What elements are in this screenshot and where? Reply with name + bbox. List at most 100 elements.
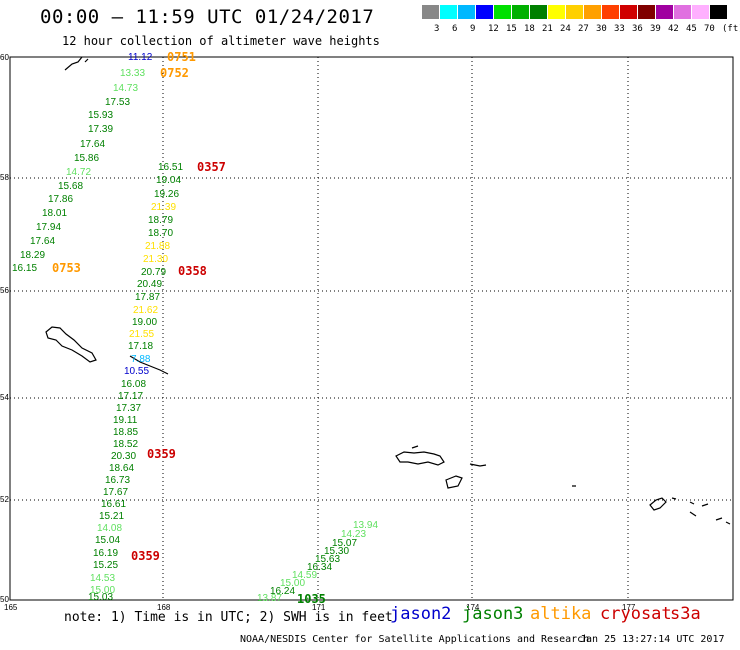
wave-height-value: 11.12 xyxy=(128,52,153,63)
island-group-east xyxy=(649,497,731,525)
wave-height-value: 19.00 xyxy=(132,317,157,328)
wave-height-value: 15.63 xyxy=(315,554,340,565)
latitude-label: 54 xyxy=(0,393,9,402)
longitude-label: 171 xyxy=(312,603,326,612)
coastlines xyxy=(45,56,731,525)
wave-height-value: 18.01 xyxy=(42,208,67,219)
wave-height-value: 16.34 xyxy=(307,562,332,573)
wave-height-value: 16.61 xyxy=(101,499,126,510)
map-gridlines xyxy=(10,56,733,600)
latitude-label: 52 xyxy=(0,495,9,504)
longitude-label: 174 xyxy=(466,603,480,612)
wave-height-value: 15.30 xyxy=(324,546,349,557)
wave-height-value: 14.59 xyxy=(292,570,317,581)
scale-label: 70 xyxy=(704,24,715,34)
wave-height-value: 13.94 xyxy=(353,520,378,531)
scale-swatch xyxy=(458,5,475,19)
wave-height-value: 17.39 xyxy=(88,124,113,135)
wave-height-value: 17.37 xyxy=(116,403,141,414)
latitude-label: 58 xyxy=(0,173,9,182)
footer-note: note: 1) Time is in UTC; 2) SWH is in fe… xyxy=(64,610,393,625)
scale-label: 42 xyxy=(668,24,679,34)
wave-height-value: 14.08 xyxy=(97,523,122,534)
scale-label: 6 xyxy=(452,24,458,34)
wave-height-value: 18.79 xyxy=(148,215,173,226)
wave-height-value: 17.64 xyxy=(80,139,105,150)
wave-height-value: 20.30 xyxy=(111,451,136,462)
pass-time-label: 0751 xyxy=(167,50,196,64)
pass-time-label: 0357 xyxy=(197,160,226,174)
wave-height-value: 13.87 xyxy=(257,593,282,604)
wave-height-value: 20.49 xyxy=(137,279,162,290)
wave-height-value: 15.07 xyxy=(332,538,357,549)
latitude-label: 60 xyxy=(0,53,9,62)
generated-timestamp: Jan 25 13:27:14 UTC 2017 xyxy=(580,634,725,645)
wave-height-value: 14.53 xyxy=(90,573,115,584)
wave-height-value: 19.26 xyxy=(154,189,179,200)
wave-height-value: 15.03 xyxy=(88,592,113,603)
wave-height-value: 17.86 xyxy=(48,194,73,205)
wave-height-value: 15.21 xyxy=(99,511,124,522)
wave-height-value: 16.08 xyxy=(121,379,146,390)
wave-height-value: 15.68 xyxy=(58,181,83,192)
scale-label: 24 xyxy=(560,24,571,34)
pass-time-label: 0753 xyxy=(52,261,81,275)
wave-height-value: 18.70 xyxy=(148,228,173,239)
scale-swatch xyxy=(530,5,547,19)
scale-label: 15 xyxy=(506,24,517,34)
wave-height-value: 14.72 xyxy=(66,167,91,178)
wave-height-value: 16.24 xyxy=(270,586,295,597)
scale-swatch xyxy=(566,5,583,19)
wave-height-value: 15.00 xyxy=(280,578,305,589)
scale-swatch xyxy=(620,5,637,19)
scale-swatch xyxy=(710,5,727,19)
scale-swatch xyxy=(548,5,565,19)
pass-time-label: 1035 xyxy=(297,592,326,606)
mission-cryosat: cryosat xyxy=(600,604,672,624)
scale-label: (ft) xyxy=(722,24,740,34)
scale-label: 39 xyxy=(650,24,661,34)
wave-height-value: 18.29 xyxy=(20,250,45,261)
scale-swatch xyxy=(674,5,691,19)
pass-time-label: 0359 xyxy=(131,549,160,563)
wave-height-value: 16.73 xyxy=(105,475,130,486)
mission-altika: altika xyxy=(530,604,592,624)
scale-label: 21 xyxy=(542,24,553,34)
wave-height-value: 21.55 xyxy=(129,329,154,340)
wave-height-value: 19.11 xyxy=(113,415,138,426)
scale-label: 30 xyxy=(596,24,607,34)
wave-height-value: 13.33 xyxy=(120,68,145,79)
scale-label: 18 xyxy=(524,24,535,34)
scale-swatch xyxy=(584,5,601,19)
island-group-center xyxy=(395,445,576,489)
wave-height-value: 17.17 xyxy=(118,391,143,402)
wave-height-value: 16.19 xyxy=(93,548,118,559)
wave-height-value: 17.67 xyxy=(103,487,128,498)
wave-height-value: 17.53 xyxy=(105,97,130,108)
pass-time-label: 0752 xyxy=(160,66,189,80)
wave-height-value: 18.85 xyxy=(113,427,138,438)
wave-height-value: 17.64 xyxy=(30,236,55,247)
scale-swatch xyxy=(512,5,529,19)
wave-height-value: 17.94 xyxy=(36,222,61,233)
scale-label: 27 xyxy=(578,24,589,34)
scale-swatch xyxy=(440,5,457,19)
wave-height-value: 10.55 xyxy=(124,366,149,377)
longitude-label: 168 xyxy=(157,603,171,612)
attu-island xyxy=(45,326,97,363)
mission-s3a: s3a xyxy=(670,604,701,624)
wave-height-value: 15.93 xyxy=(88,110,113,121)
scale-swatch xyxy=(494,5,511,19)
scale-label: 3 xyxy=(434,24,440,34)
mission-jason2: jason2 xyxy=(390,604,452,624)
scale-label: 45 xyxy=(686,24,697,34)
latitude-label: 50 xyxy=(0,595,9,604)
wave-height-value: 16.15 xyxy=(12,263,37,274)
pass-time-label: 0358 xyxy=(178,264,207,278)
wave-height-value: 17.87 xyxy=(135,292,160,303)
wave-height-value: 21.88 xyxy=(145,241,170,252)
page-title: 00:00 – 11:59 UTC 01/24/2017 xyxy=(40,6,375,28)
